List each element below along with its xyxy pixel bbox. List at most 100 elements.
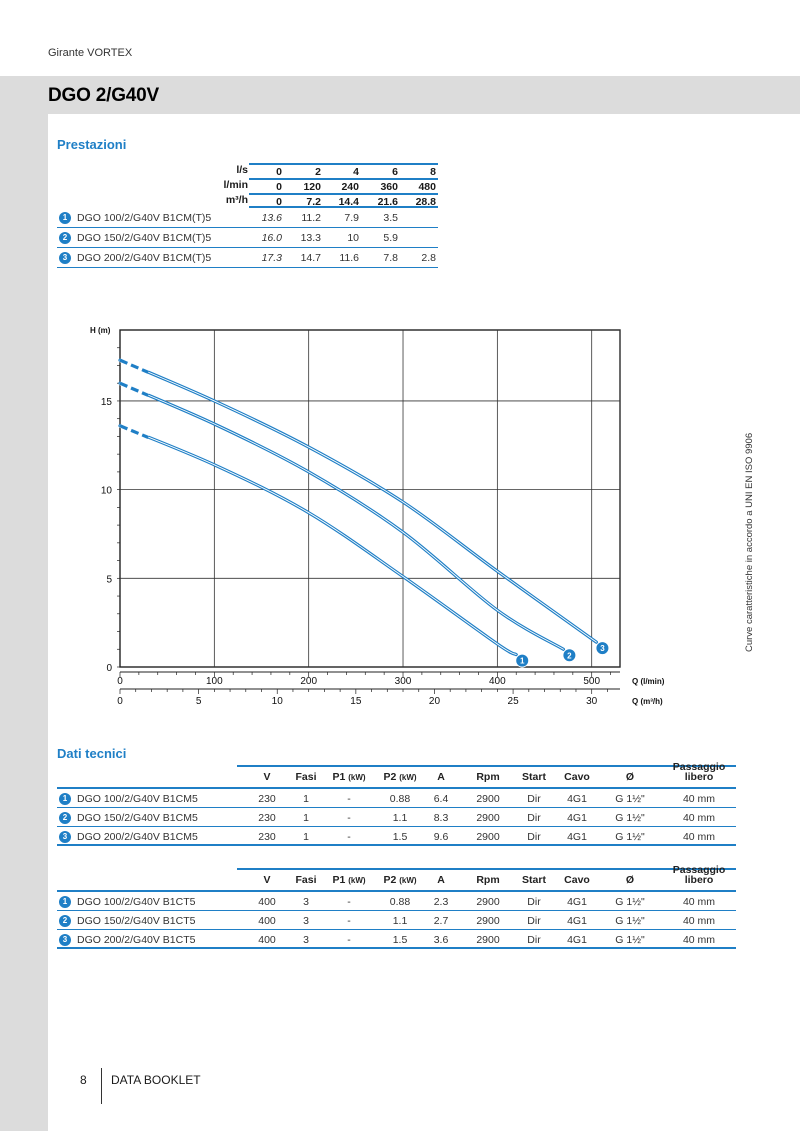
table-top-rule (237, 765, 736, 767)
column-header: Ø (625, 874, 635, 886)
cell-phi: G 1½" (615, 831, 645, 843)
cell-cavo: 4G1 (567, 915, 587, 927)
x-tick-label: 200 (300, 676, 317, 687)
series-line-core (119, 359, 597, 643)
column-header: Rpm (476, 771, 500, 783)
unit-value: 4 (353, 166, 359, 178)
unit-value: 0 (276, 196, 282, 208)
column-header: Start (522, 771, 546, 783)
footer-label: DATA BOOKLET (111, 1073, 201, 1087)
section-label: Girante VORTEX (48, 47, 133, 59)
cell-pass: 40 mm (682, 831, 716, 843)
y-axis-title: H (m) (90, 326, 111, 335)
unit-value: 0 (276, 181, 282, 193)
prestazioni-heading: Prestazioni (57, 137, 127, 152)
performance-table: l/s 0 2 4 6 8 l/min 0 120 240 360 480 m³… (57, 163, 438, 268)
p1-label: P1 (332, 771, 346, 783)
title-band: DGO 2/G40V (0, 76, 800, 114)
cell-a: 2.7 (433, 915, 449, 927)
unit-value: 21.6 (377, 196, 398, 208)
model-name: DGO 100/2/G40V B1CT5 (77, 896, 196, 908)
series-end-label: 3 (600, 644, 605, 653)
unit-value: 14.4 (338, 196, 359, 208)
y-tick-label: 15 (101, 397, 113, 408)
model-name: DGO 100/2/G40V B1CM5 (77, 793, 198, 805)
column-header-p2: P2 (kW) (374, 771, 426, 783)
p2-label: P2 (383, 771, 397, 783)
cell-rpm: 2900 (476, 934, 500, 946)
column-header: V (263, 874, 271, 886)
cell-start: Dir (527, 915, 541, 927)
y-tick-label: 10 (101, 486, 113, 497)
unit-value: 8 (430, 166, 436, 178)
cell-p2: 0.88 (389, 793, 411, 805)
footer-divider (101, 1068, 102, 1104)
cell-rpm: 2900 (476, 812, 500, 824)
cell-cavo: 4G1 (567, 831, 587, 843)
series-line-core (119, 425, 517, 656)
pass-label-2: libero (684, 874, 714, 886)
x-tick-label: 100 (206, 676, 223, 687)
series-end-label: 2 (567, 651, 572, 660)
cell-p2: 1.1 (392, 915, 408, 927)
x-tick-label: 500 (583, 676, 600, 687)
cell-fasi: 1 (303, 831, 309, 843)
unit-row-lmin: l/min 0 120 240 360 480 (57, 178, 438, 193)
dashed-start (119, 424, 149, 439)
tech-table-single-phase: V Fasi Start A Rpm Cavo Ø P1 (kW) P2 (kW) Passagg… (57, 762, 736, 846)
cell-p1: - (347, 793, 351, 805)
model-name: DGO 200/2/G40V B1CT5 (77, 934, 196, 946)
column-header-passaggio: Passaggio libero (664, 865, 734, 886)
cell-cavo: 4G1 (567, 812, 587, 824)
cell-phi: G 1½" (615, 934, 645, 946)
cell-p1: - (347, 934, 351, 946)
cell-a: 6.4 (433, 793, 449, 805)
x-tick-label: 0 (117, 676, 123, 687)
model-badge: 1 (59, 793, 71, 805)
cell-p2: 0.88 (389, 896, 411, 908)
unit-label: m³/h (225, 194, 248, 206)
cell-fasi: 3 (303, 934, 309, 946)
series-end-badge (515, 653, 530, 668)
column-header-p1: P1 (kW) (323, 874, 375, 886)
cell-rpm: 2900 (476, 915, 500, 927)
cell-v: 400 (258, 896, 276, 908)
series-end-badge (595, 641, 610, 656)
cell-v: 230 (258, 831, 276, 843)
model-badge: 3 (59, 934, 71, 946)
cell-a: 8.3 (433, 812, 449, 824)
unit-value: 28.8 (415, 196, 436, 208)
cell-rpm: 2900 (476, 793, 500, 805)
column-header: A (437, 874, 445, 886)
x2-tick-label: 0 (117, 696, 123, 707)
unit-row-m3h: m³/h 0 7.2 14.4 21.6 28.8 (57, 193, 438, 208)
x2-tick-label: 20 (429, 696, 441, 707)
cell-cavo: 4G1 (567, 934, 587, 946)
cell-v: 400 (258, 915, 276, 927)
cell-start: Dir (527, 896, 541, 908)
cell-pass: 40 mm (682, 934, 716, 946)
model-value: 2.8 (421, 252, 436, 264)
model-row: 1 DGO 100/2/G40V B1CM(T)5 13.6 11.2 7.9 … (57, 208, 438, 228)
cell-pass: 40 mm (682, 812, 716, 824)
model-value: 16.0 (261, 232, 282, 244)
model-value: 11.2 (301, 212, 321, 224)
p2-unit: (kW) (399, 773, 417, 782)
cell-p2: 1.1 (392, 812, 408, 824)
cell-p1: - (347, 915, 351, 927)
model-value: 7.8 (383, 252, 398, 264)
y-tick-label: 0 (106, 663, 112, 674)
dashed-start (119, 381, 149, 397)
cell-pass: 40 mm (682, 915, 716, 927)
model-row: 2 DGO 150/2/G40V B1CM(T)5 16.0 13.3 10 5… (57, 228, 438, 248)
model-badge: 1 (59, 212, 71, 224)
cell-p1: - (347, 896, 351, 908)
unit-value: 480 (418, 181, 436, 193)
cell-v: 230 (258, 812, 276, 824)
cell-start: Dir (527, 793, 541, 805)
y-tick-label: 5 (106, 574, 112, 585)
page-title: DGO 2/G40V (48, 85, 159, 106)
cell-phi: G 1½" (615, 915, 645, 927)
model-value: 3.5 (383, 212, 398, 224)
unit-value: 120 (303, 181, 321, 193)
